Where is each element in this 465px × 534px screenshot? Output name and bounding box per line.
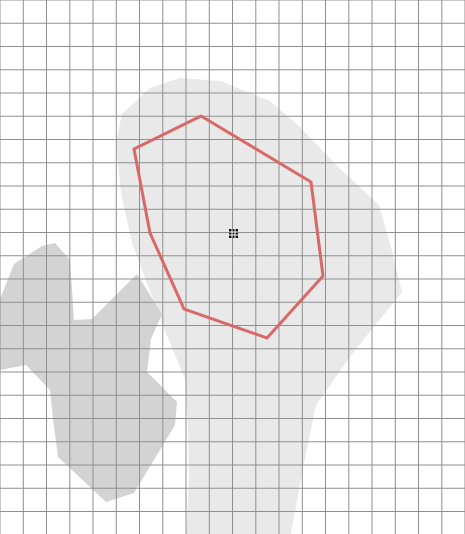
center-marker-icon	[229, 229, 238, 238]
red-polygon-outline	[132, 114, 325, 340]
light-gray-region	[116, 78, 402, 534]
